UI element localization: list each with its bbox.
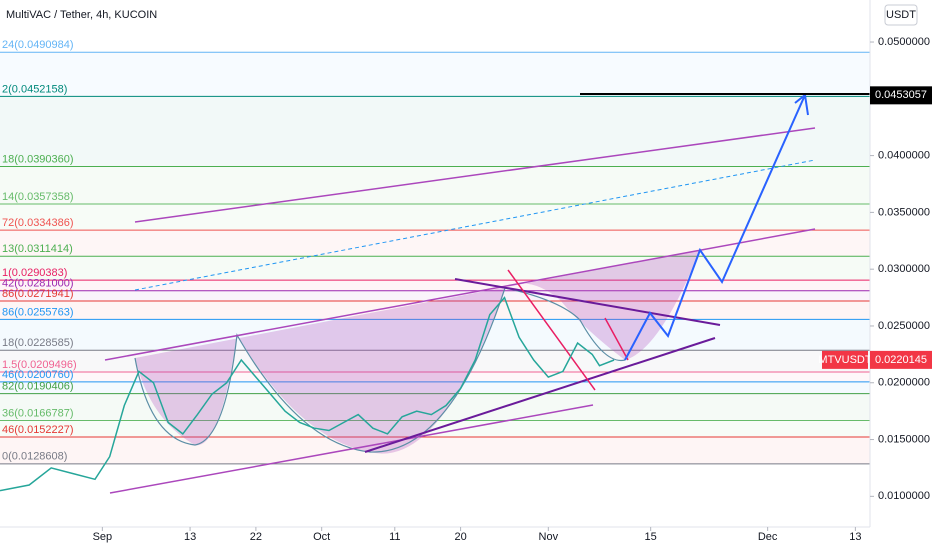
channel-lower — [109, 404, 594, 494]
trend-line-red — [604, 317, 629, 361]
level-label: 24(0.0490984) — [2, 39, 74, 51]
level-label: 72(0.0334386) — [2, 217, 74, 229]
price-line — [0, 296, 615, 492]
level-band — [0, 52, 870, 97]
cup-outline — [134, 287, 626, 453]
y-tick-label: 0.0500000 — [878, 36, 930, 48]
trend-line — [364, 337, 716, 453]
x-tick-label: Sep — [93, 531, 113, 543]
pattern-upper — [104, 228, 816, 361]
level-label: 86(0.0255763) — [2, 306, 74, 318]
level-label: 18(0.0228585) — [2, 337, 74, 349]
target-price-label: 0.0453057 — [875, 89, 927, 101]
level-label: 36(0.0166787) — [2, 407, 74, 419]
level-label: 13(0.0311414) — [2, 243, 73, 255]
last-price-label: 0.0220145 — [875, 354, 927, 366]
x-tick-label: 11 — [389, 531, 400, 543]
level-band — [0, 381, 870, 394]
x-tick-label: Nov — [539, 531, 559, 543]
x-tick-label: 15 — [645, 531, 657, 543]
level-band — [0, 256, 870, 281]
y-tick-label: 0.0100000 — [878, 490, 930, 502]
level-band — [0, 290, 870, 302]
symbol-label: MTVUSDT — [818, 354, 871, 366]
level-band — [0, 371, 870, 382]
level-label: 82(0.0190406) — [2, 381, 74, 393]
pattern-fill — [135, 250, 700, 454]
level-band — [0, 166, 870, 205]
currency: USDT — [886, 9, 916, 21]
level-band — [0, 204, 870, 231]
projection-arrow — [624, 94, 806, 361]
x-tick-label: 22 — [250, 531, 262, 543]
level-label: 46(0.0200760) — [2, 369, 74, 381]
level-label: 86(0.0271941) — [2, 288, 74, 300]
level-label: 14(0.0357358) — [2, 191, 74, 203]
y-tick-label: 0.0350000 — [878, 206, 930, 218]
level-label: 18(0.0390360) — [2, 153, 74, 165]
level-band — [0, 96, 870, 167]
level-label: 1.5(0.0209496) — [2, 359, 77, 371]
x-tick-label: Dec — [758, 531, 778, 543]
level-label: 1(0.0290383) — [2, 267, 67, 279]
chart-title: MultiVAC / Tether, 4h, KUCOIN — [6, 9, 157, 21]
y-tick-label: 0.0300000 — [878, 263, 930, 275]
channel-mid — [134, 159, 816, 291]
channel-upper — [134, 127, 816, 223]
last-price-box — [870, 350, 932, 369]
level-band — [0, 437, 870, 464]
trend-line-red — [507, 269, 596, 391]
symbol-box — [822, 350, 868, 369]
currency-box[interactable] — [884, 4, 918, 26]
level-label: 46(0.0152227) — [2, 424, 74, 436]
x-tick-label: 13 — [184, 531, 196, 543]
level-label: 0(0.0128608) — [2, 451, 67, 463]
target-price-box — [870, 86, 932, 105]
level-band — [0, 350, 870, 372]
level-band — [0, 280, 870, 291]
level-band — [0, 393, 870, 421]
level-label: 2(0.0452158) — [2, 83, 67, 95]
level-band — [0, 230, 870, 257]
y-tick-label: 0.0250000 — [878, 320, 930, 332]
level-label: 42(0.0281000) — [2, 278, 74, 290]
y-tick-label: 0.0150000 — [878, 433, 930, 445]
x-tick-label: 13 — [849, 531, 861, 543]
y-tick-label: 0.0400000 — [878, 150, 930, 162]
x-tick-label: Oct — [313, 531, 330, 543]
x-tick-label: 20 — [454, 531, 466, 543]
y-tick-label: 0.0200000 — [878, 377, 930, 389]
fib-levels: 24(0.0490984) 2(0.0452158) 18(0.0390360) 14… — [0, 39, 870, 465]
level-band — [0, 319, 870, 351]
